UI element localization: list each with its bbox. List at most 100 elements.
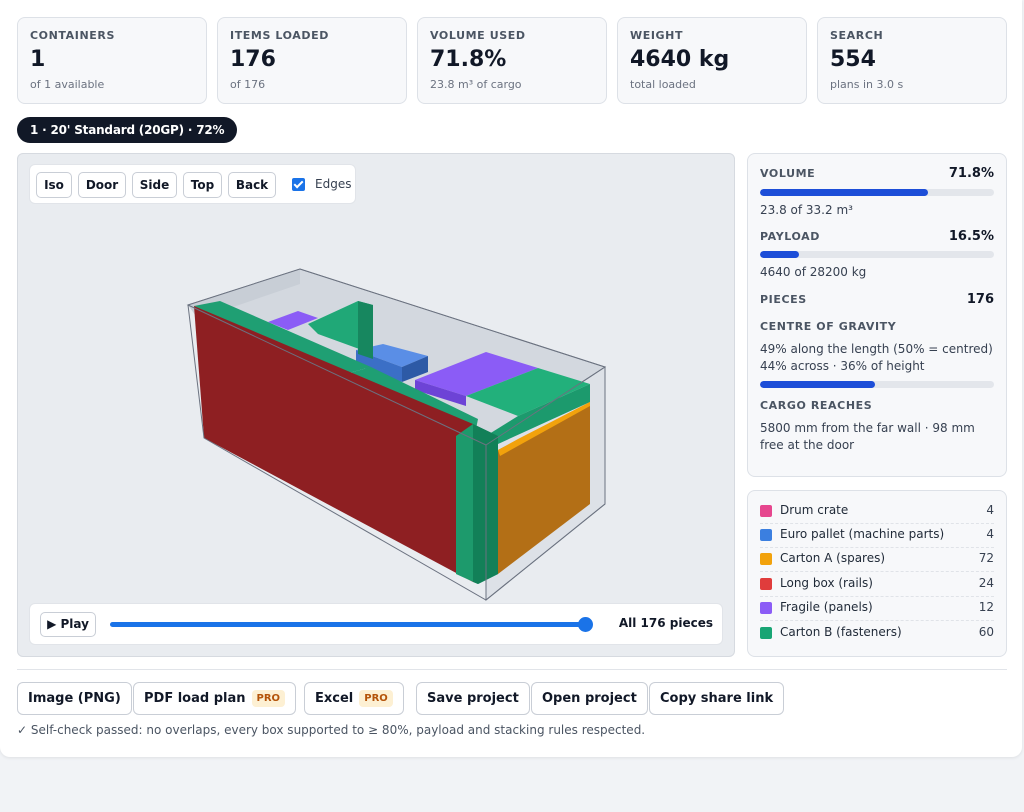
long-box-front [194, 306, 473, 582]
button-label: Open project [542, 691, 637, 706]
section-divider [17, 669, 1007, 670]
cargo-legend-panel: Drum crate 4 Euro pallet (machine parts)… [747, 490, 1007, 657]
legend-item: Carton B (fasteners) 60 [760, 622, 994, 646]
stat-value: 71.8% [430, 47, 507, 72]
fragile-panel-side [415, 380, 466, 406]
button-label: Image (PNG) [28, 691, 121, 706]
payload-bar [760, 251, 994, 258]
reach-label: CARGO REACHES [760, 399, 873, 412]
stat-label: VOLUME USED [430, 29, 526, 42]
legend-item: Drum crate 4 [760, 500, 994, 524]
stat-search: SEARCH 554 plans in 3.0 s [817, 17, 1007, 104]
pieces-label: PIECES [760, 293, 807, 306]
self-check-message: ✓ Self-check passed: no overlaps, every … [17, 723, 646, 737]
legend-swatch [760, 602, 772, 614]
legend-count: 72 [978, 551, 994, 565]
view-top-button[interactable]: Top [183, 172, 222, 198]
legend-item: Fragile (panels) 12 [760, 597, 994, 621]
button-label: Save project [427, 691, 519, 706]
legend-name: Long box (rails) [780, 576, 873, 590]
pieces-shown-label: All 176 pieces [618, 616, 713, 630]
pro-badge: PRO [251, 690, 286, 707]
cog-bar-fill [760, 381, 875, 388]
legend-item: Carton A (spares) 72 [760, 548, 994, 572]
legend-count: 60 [978, 625, 994, 639]
legend-name: Euro pallet (machine parts) [780, 527, 945, 541]
copy-share-link-button[interactable]: Copy share link [649, 682, 785, 715]
cog-label: CENTRE OF GRAVITY [760, 320, 897, 333]
cog-bar [760, 381, 994, 388]
stat-sub: of 176 [230, 78, 266, 91]
stat-containers: CONTAINERS 1 of 1 available [17, 17, 207, 104]
legend-swatch [760, 529, 772, 541]
payload-label: PAYLOAD [760, 230, 820, 243]
view-toolbar: Iso Door Side Top Back Edges [29, 164, 356, 204]
euro-pallet-front [402, 356, 428, 382]
volume-bar [760, 189, 994, 196]
stat-sub: 23.8 m³ of cargo [430, 78, 522, 91]
button-label: PDF load plan [144, 691, 246, 706]
container-3d-viewer[interactable]: Iso Door Side Top Back Edges ▶ Play All … [17, 153, 735, 657]
cog-line1: 49% along the length (50% = centred) [760, 342, 993, 356]
carton-b-edge-front [473, 384, 590, 444]
stat-sub: total loaded [630, 78, 696, 91]
stat-value: 176 [230, 47, 276, 72]
export-pdf-button[interactable]: PDF load plan PRO [133, 682, 297, 715]
legend-swatch [760, 627, 772, 639]
playback-bar: ▶ Play All 176 pieces [29, 603, 723, 645]
playback-slider-thumb[interactable] [578, 617, 593, 632]
save-project-button[interactable]: Save project [416, 682, 530, 715]
export-image-button[interactable]: Image (PNG) [17, 682, 132, 715]
stat-label: CONTAINERS [30, 29, 115, 42]
play-button[interactable]: ▶ Play [40, 612, 96, 637]
payload-detail: 4640 of 28200 kg [760, 265, 867, 279]
reach-line2: free at the door [760, 438, 855, 452]
stat-value: 4640 kg [630, 47, 730, 72]
metrics-panel: VOLUME 71.8% 23.8 of 33.2 m³ PAYLOAD 16.… [747, 153, 1007, 477]
container-scene[interactable] [18, 154, 735, 657]
reach-line1: 5800 mm from the far wall · 98 mm [760, 421, 975, 435]
playback-slider-track[interactable] [110, 622, 584, 627]
legend-swatch [760, 505, 772, 517]
button-label: Excel [315, 691, 354, 706]
load-plan-page: CONTAINERS 1 of 1 available ITEMS LOADED… [0, 0, 1022, 757]
edges-checkbox[interactable] [292, 178, 305, 191]
view-door-button[interactable]: Door [78, 172, 126, 198]
euro-pallet-top [356, 344, 428, 367]
legend-swatch [760, 553, 772, 565]
carton-b-top-left [194, 301, 371, 374]
legend-name: Fragile (panels) [780, 600, 873, 614]
container-outline [187, 268, 606, 601]
stat-weight: WEIGHT 4640 kg total loaded [617, 17, 807, 104]
edges-label[interactable]: Edges [315, 177, 352, 191]
stat-label: WEIGHT [630, 29, 684, 42]
payload-value: 16.5% [948, 229, 994, 244]
export-excel-button[interactable]: Excel PRO [304, 682, 404, 715]
payload-bar-fill [760, 251, 799, 258]
open-project-button[interactable]: Open project [531, 682, 648, 715]
legend-name: Carton A (spares) [780, 551, 886, 565]
stat-label: SEARCH [830, 29, 884, 42]
carton-b-stack-rear-side [358, 301, 373, 359]
stat-sub: plans in 3.0 s [830, 78, 904, 91]
stat-items-loaded: ITEMS LOADED 176 of 176 [217, 17, 407, 104]
carton-b-top-right [466, 368, 590, 416]
legend-count: 4 [986, 503, 994, 517]
volume-bar-fill [760, 189, 928, 196]
legend-item: Long box (rails) 24 [760, 573, 994, 597]
legend-name: Drum crate [780, 503, 849, 517]
view-back-button[interactable]: Back [228, 172, 276, 198]
view-iso-button[interactable]: Iso [36, 172, 72, 198]
volume-value: 71.8% [948, 166, 994, 181]
volume-label: VOLUME [760, 167, 816, 180]
stat-label: ITEMS LOADED [230, 29, 329, 42]
fragile-panel-rear [268, 311, 318, 330]
view-side-button[interactable]: Side [132, 172, 177, 198]
carton-a-door-face [498, 402, 590, 574]
legend-count: 24 [978, 576, 994, 590]
button-label: Copy share link [660, 691, 774, 706]
container-tab-chip[interactable]: 1 · 20' Standard (20GP) · 72% [17, 117, 238, 143]
container-edge-top [187, 304, 487, 446]
legend-count: 12 [978, 600, 994, 614]
pieces-value: 176 [966, 292, 994, 307]
